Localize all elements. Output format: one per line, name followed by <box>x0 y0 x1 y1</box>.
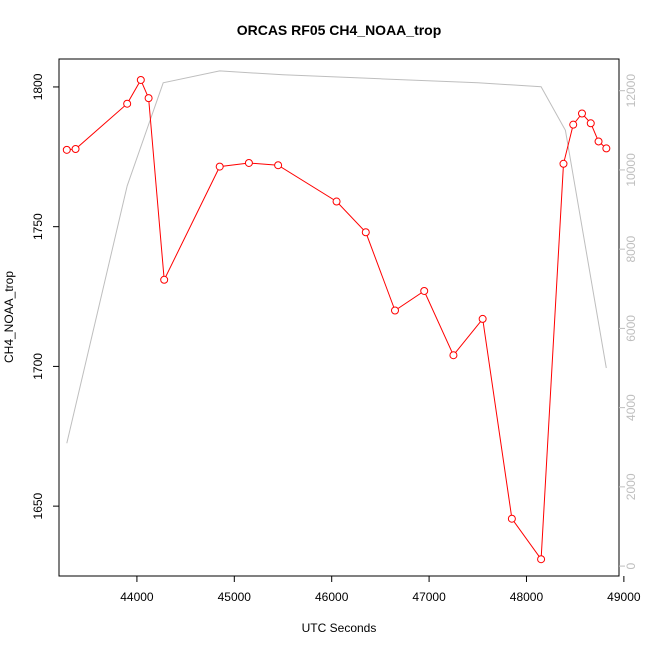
data-point <box>391 306 399 315</box>
data-point <box>478 314 487 323</box>
x-tick-label: 46000 <box>315 590 349 604</box>
data-point <box>136 75 145 84</box>
x-axis-label: UTC Seconds <box>302 621 377 635</box>
x-tick-label: 48000 <box>510 590 544 604</box>
data-point <box>577 109 586 118</box>
x-tick-label: 45000 <box>218 590 252 604</box>
y-tick-label: 1700 <box>31 353 45 380</box>
data-point <box>123 99 132 108</box>
data-point <box>569 120 578 129</box>
chart-title: ORCAS RF05 CH4_NOAA_trop <box>237 22 442 38</box>
data-point <box>602 144 611 153</box>
data-point <box>507 514 516 523</box>
data-point <box>244 158 253 167</box>
data-point <box>215 162 224 171</box>
y2-tick-label: 2000 <box>624 473 638 500</box>
data-point <box>420 286 429 295</box>
data-point <box>361 228 370 237</box>
y2-tick-label: 10000 <box>624 153 638 187</box>
y-tick-label: 1800 <box>31 73 45 100</box>
data-point <box>62 145 71 154</box>
data-point <box>71 144 80 153</box>
plot-frame <box>58 58 620 577</box>
y2-tick-label: 6000 <box>624 315 638 342</box>
y2-tick-label: 8000 <box>624 235 638 262</box>
series-primary-line <box>66 78 607 561</box>
data-point <box>332 197 341 206</box>
data-point <box>586 119 595 128</box>
series-secondary <box>66 70 607 444</box>
y2-tick-label: 0 <box>624 562 638 569</box>
x-tick-label: 44000 <box>120 590 154 604</box>
x-axis: 44000 45000 46000 47000 48000 49000 <box>120 576 641 604</box>
x-tick-label: 47000 <box>412 590 446 604</box>
data-point <box>160 275 169 284</box>
data-point <box>449 351 458 360</box>
y2-tick-label: 4000 <box>624 394 638 421</box>
series-secondary-line <box>66 70 607 444</box>
y-tick-label: 1750 <box>31 213 45 240</box>
y-axis-left: 1650 1700 1750 1800 <box>31 73 59 519</box>
data-point <box>537 555 546 564</box>
data-point <box>594 137 603 146</box>
data-point <box>274 161 283 170</box>
data-point <box>144 94 153 103</box>
data-point <box>559 159 568 168</box>
y-axis-label: CH4_NOAA_trop <box>2 271 16 363</box>
y-axis-right: 0 2000 4000 6000 8000 10000 12000 <box>619 74 638 569</box>
x-tick-label: 49000 <box>607 590 641 604</box>
y-tick-label: 1650 <box>31 492 45 519</box>
series-primary <box>62 75 611 564</box>
y2-tick-label: 12000 <box>624 74 638 108</box>
